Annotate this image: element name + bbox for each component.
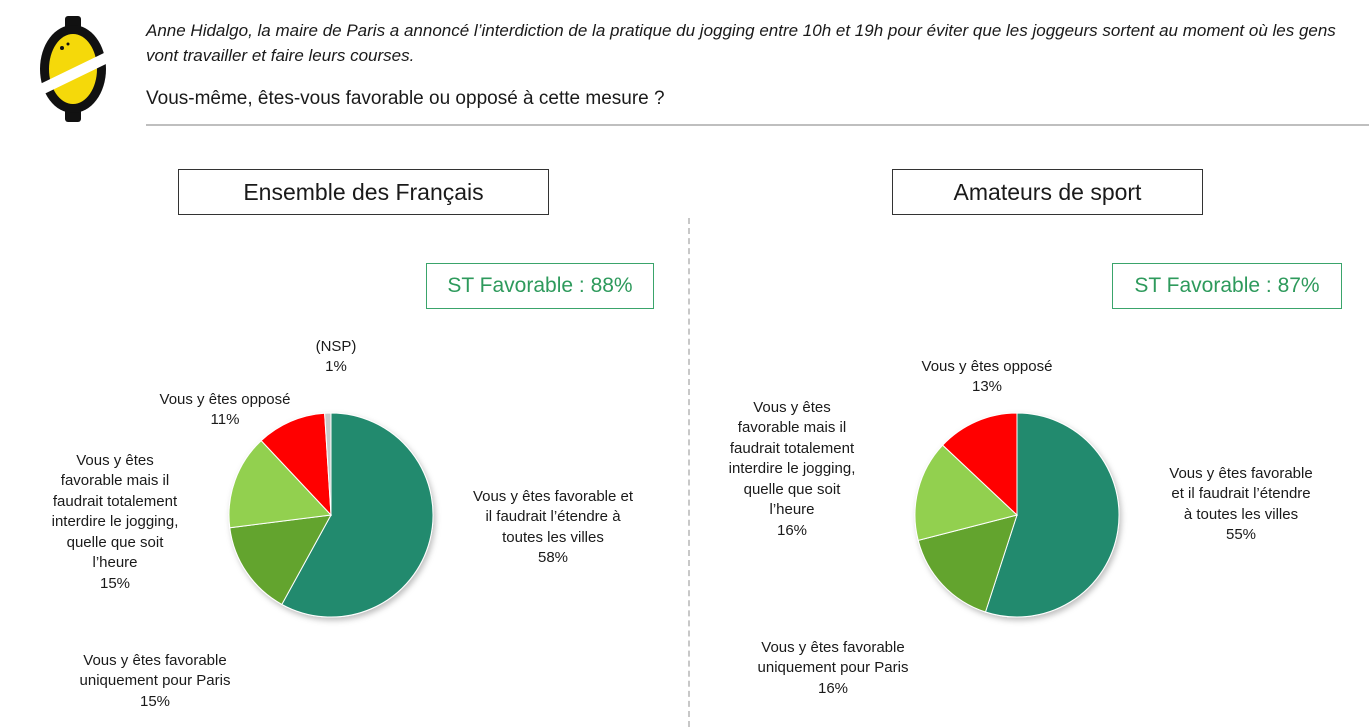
pie-slice-oppose (260, 412, 332, 517)
question-text: Vous-même, êtes-vous favorable ou opposé… (146, 88, 665, 109)
label-nsp: (NSP) 1% (315, 337, 357, 376)
label-favorable-total: Vous y êtes favorable mais il faudrait t… (51, 451, 179, 592)
label-oppose: Vous y êtes opposé 13% (921, 357, 1053, 396)
panel-divider (688, 218, 690, 727)
pie-chart-amateurs (914, 412, 1120, 618)
pie-slice-favorable_total (914, 444, 1019, 541)
st-favorable-amateurs: ST Favorable : 87% (1112, 263, 1342, 309)
panel-title-amateurs: Amateurs de sport (892, 169, 1203, 215)
pie-slice-oppose (941, 412, 1018, 517)
label-favorable-extend: Vous y êtes favorable et il faudrait l’é… (472, 487, 634, 567)
pie-slice-nsp (324, 412, 332, 516)
label-favorable-paris: Vous y êtes favorable uniquement pour Pa… (757, 638, 909, 697)
pie-slice-favorable_extend (984, 412, 1120, 618)
pie-slice-favorable_extend (281, 412, 434, 618)
label-favorable-extend: Vous y êtes favorable et il faudrait l’é… (1169, 464, 1313, 544)
intro-text: Anne Hidalgo, la maire de Paris a annonc… (146, 21, 1336, 65)
pie-slice-favorable_total (228, 439, 333, 529)
pie-slice-favorable_paris (229, 514, 332, 606)
st-favorable-ensemble: ST Favorable : 88% (426, 263, 654, 309)
panel-title-ensemble: Ensemble des Français (178, 169, 549, 215)
label-favorable-paris: Vous y êtes favorable uniquement pour Pa… (79, 651, 231, 710)
label-oppose: Vous y êtes opposé 11% (159, 390, 291, 429)
label-favorable-total: Vous y êtes favorable mais il faudrait t… (728, 398, 856, 539)
brand-logo-icon (40, 16, 106, 122)
pie-chart-ensemble (228, 412, 434, 618)
pie-slice-favorable_paris (917, 514, 1018, 613)
header: Anne Hidalgo, la maire de Paris a annonc… (0, 0, 1369, 126)
header-divider (146, 124, 1369, 126)
